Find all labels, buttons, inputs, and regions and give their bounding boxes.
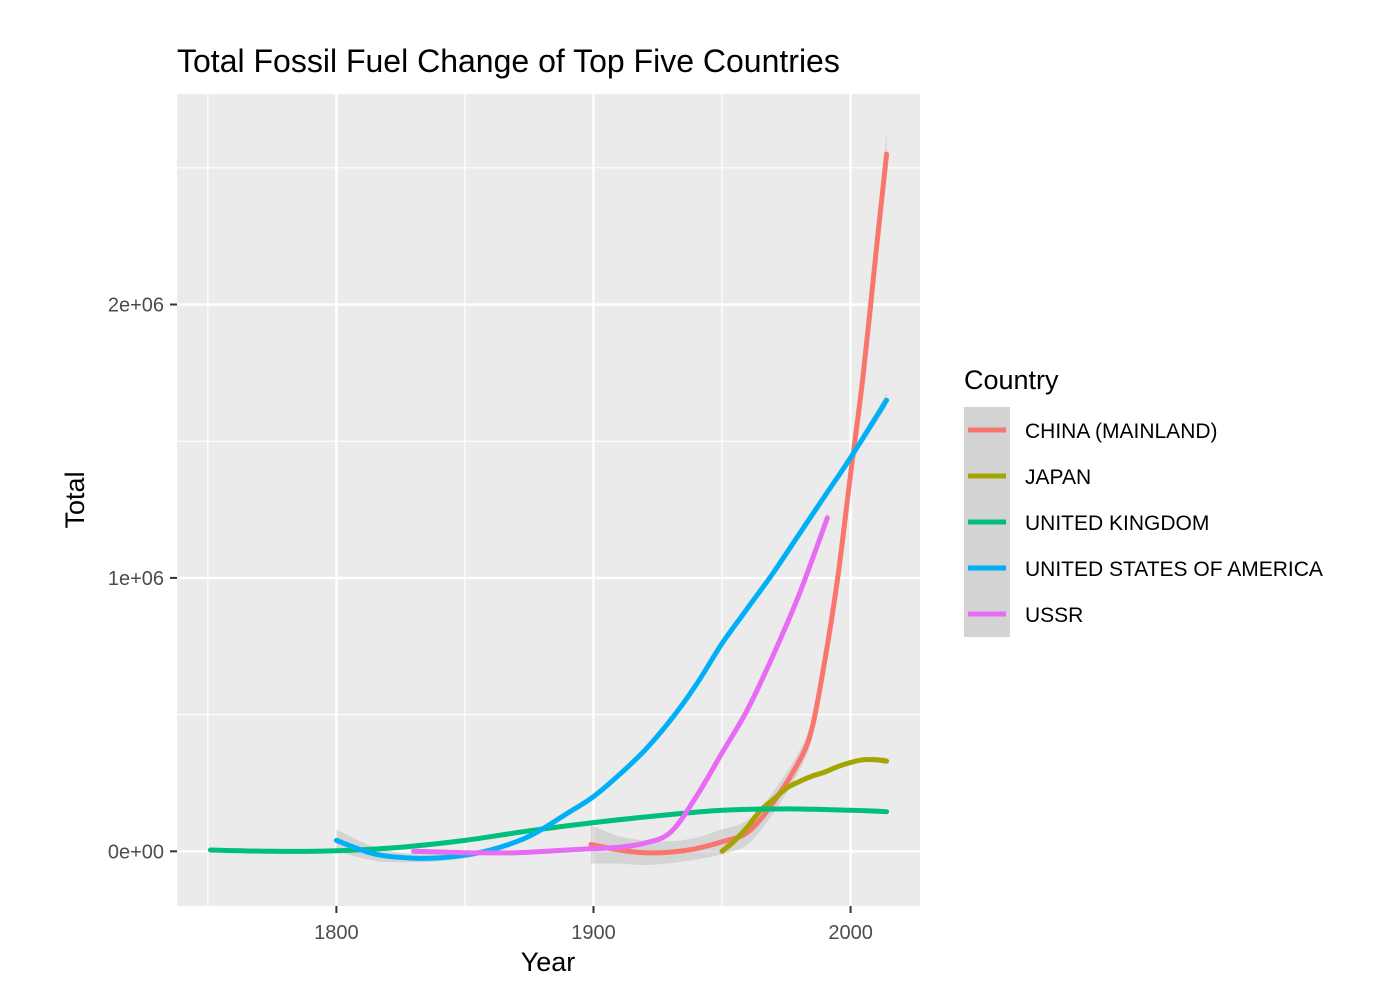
y-tick-label: 1e+06	[108, 568, 164, 590]
major-gridlines	[177, 94, 920, 906]
x-tick-label: 1800	[314, 922, 359, 944]
line-japan	[719, 756, 890, 854]
legend-item-japan: JAPAN	[968, 466, 1091, 489]
legend-label: UNITED KINGDOM	[1025, 512, 1209, 535]
legend-label: CHINA (MAINLAND)	[1025, 420, 1218, 443]
legend-item-united-states-of-america: UNITED STATES OF AMERICA	[968, 558, 1323, 581]
legend: Country CHINA (MAINLAND) JAPAN UNITED KING…	[964, 365, 1323, 637]
y-tick-label: 0e+00	[108, 841, 164, 863]
legend-label: USSR	[1025, 604, 1083, 627]
legend-item-china-mainland: CHINA (MAINLAND)	[968, 420, 1218, 443]
chart-title: Total Fossil Fuel Change of Top Five Cou…	[177, 43, 840, 79]
legend-item-ussr: USSR	[968, 604, 1083, 627]
legend-label: JAPAN	[1025, 466, 1091, 489]
legend-items: CHINA (MAINLAND) JAPAN UNITED KINGDOM UNITE…	[968, 420, 1323, 627]
line-united-kingdom	[207, 806, 890, 854]
minor-gridlines	[177, 94, 920, 906]
line-ussr	[411, 515, 830, 856]
legend-item-united-kingdom: UNITED KINGDOM	[968, 512, 1209, 535]
x-axis: 1800 1900 2000	[314, 906, 873, 944]
legend-title: Country	[964, 365, 1059, 395]
y-axis-title: Total	[60, 471, 90, 528]
x-axis-title: Year	[521, 947, 576, 977]
plot-panel	[177, 94, 920, 906]
legend-label: UNITED STATES OF AMERICA	[1025, 558, 1323, 581]
y-axis: 0e+00 1e+06 2e+06	[108, 295, 177, 863]
x-tick-label: 1900	[571, 922, 616, 944]
line-united-states-of-america	[333, 397, 890, 861]
y-tick-label: 2e+06	[108, 295, 164, 317]
line-china-mainland	[588, 151, 890, 856]
series-lines	[207, 151, 890, 861]
x-tick-label: 2000	[828, 922, 873, 944]
